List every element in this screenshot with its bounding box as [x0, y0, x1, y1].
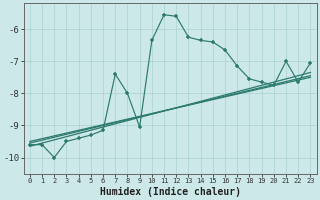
X-axis label: Humidex (Indice chaleur): Humidex (Indice chaleur) [100, 186, 241, 197]
